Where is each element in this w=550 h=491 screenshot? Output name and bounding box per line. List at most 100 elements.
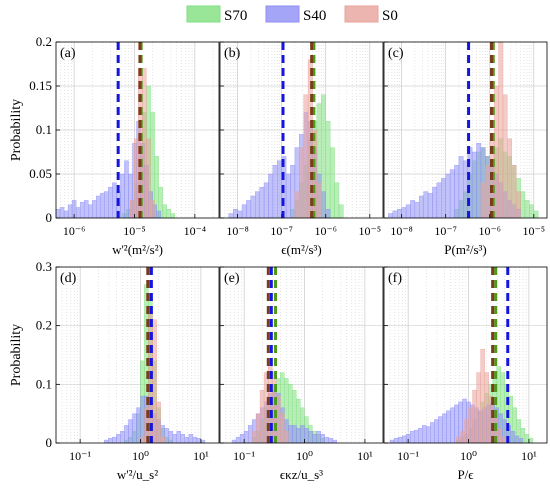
bar-s40 (268, 173, 274, 219)
bar-s0 (251, 431, 257, 444)
panel-letter: (c) (388, 46, 404, 61)
bar-s40 (164, 428, 169, 444)
bar-s40 (426, 426, 431, 444)
bar-s70 (529, 204, 534, 219)
panel-letter: (e) (224, 271, 240, 286)
bar-s0 (500, 436, 505, 444)
bar-s40 (184, 436, 190, 444)
x-tick-label: 10⁰ (296, 449, 313, 463)
bar-s0 (259, 390, 265, 444)
bar-s40 (445, 173, 451, 219)
bar-s0 (316, 182, 322, 219)
axes-box (383, 266, 548, 444)
bar-s0 (480, 182, 486, 219)
bar-s0 (140, 436, 145, 444)
x-axis-label: ϵκz/u_s³ (280, 467, 323, 482)
bar-s40 (419, 195, 424, 219)
x-tick-label: 10⁻⁶ (63, 224, 86, 238)
bar-s40 (328, 438, 333, 444)
y-tick-label: 0.1 (36, 122, 52, 137)
bar-s0 (507, 138, 512, 219)
bar-s0 (472, 390, 477, 444)
bar-s40 (132, 413, 137, 444)
bar-s40 (320, 434, 325, 444)
bar-s40 (247, 425, 253, 444)
bar-s40 (128, 419, 133, 444)
legend-label-s0: S0 (382, 8, 398, 24)
bar-s40 (233, 208, 238, 219)
bar-s40 (434, 419, 439, 444)
bar-s70 (329, 147, 335, 219)
bar-s0 (484, 372, 489, 444)
bar-s70 (166, 208, 171, 219)
x-axis-label: P/ϵ (457, 467, 473, 482)
bar-s70 (325, 120, 331, 219)
bar-s40 (255, 191, 260, 219)
x-tick-label: 10⁻¹ (69, 449, 91, 463)
y-tick-label: 0 (46, 435, 53, 450)
bar-s40 (192, 436, 198, 444)
bar-s40 (432, 186, 438, 219)
y-tick-label: 0.2 (36, 318, 52, 333)
panel-d: 10⁻¹ 10⁰ 10¹ 0 0.1 0.2 0.3 (d) Probability w'²/u_… (9, 259, 220, 482)
bar-s0 (138, 68, 143, 219)
bar-s40 (476, 142, 482, 219)
bar-s40 (243, 431, 249, 444)
bar-s40 (413, 429, 419, 444)
bar-s0 (271, 372, 277, 444)
bar-s40 (246, 200, 252, 219)
x-tick-label: 10⁻⁷ (434, 224, 457, 238)
bar-s0 (303, 94, 309, 219)
bar-s70 (170, 213, 175, 219)
x-axis-label: w'²(m²/s²) (112, 242, 163, 257)
bar-s40 (112, 436, 117, 444)
bar-s70 (520, 191, 526, 219)
bar-s40 (300, 425, 305, 444)
bar-s70 (338, 204, 344, 219)
bar-s0 (496, 428, 501, 444)
y-tick-label: 0.2 (36, 34, 52, 49)
bar-s0 (160, 436, 165, 444)
bar-s40 (241, 204, 247, 219)
bar-s40 (414, 201, 420, 219)
bar-s40 (180, 434, 186, 444)
bar-s70 (524, 434, 530, 444)
x-tick-label: 10¹ (521, 449, 537, 463)
bar-s0 (142, 68, 147, 219)
legend-swatch-s0 (344, 5, 379, 23)
bar-s40 (427, 193, 433, 219)
x-tick-label: 10⁻¹ (233, 449, 255, 463)
bar-s40 (116, 434, 121, 444)
bar-s40 (136, 407, 141, 444)
bar-s40 (409, 431, 415, 444)
x-tick-label: 10⁻⁴ (184, 224, 207, 238)
bar-s40 (96, 195, 101, 219)
x-axis-label: ϵ(m²/s³) (281, 242, 322, 257)
bar-s40 (156, 210, 161, 219)
bar-s0 (263, 372, 269, 444)
bar-s40 (277, 160, 282, 219)
bar-s40 (108, 186, 113, 219)
bar-s0 (476, 372, 481, 444)
bar-s40 (397, 436, 403, 444)
bar-s40 (467, 147, 473, 219)
x-tick-label: 10⁻⁶ (478, 224, 501, 238)
bar-s40 (59, 207, 65, 219)
x-tick-label: 10⁻⁷ (270, 224, 293, 238)
bar-s40 (422, 425, 427, 444)
bar-s40 (292, 425, 297, 444)
x-tick-label: 10⁰ (132, 449, 149, 463)
bar-s40 (285, 173, 291, 219)
legend-swatch-s40 (265, 5, 300, 23)
bar-s40 (418, 428, 423, 444)
bar-s40 (324, 436, 329, 444)
bar-s40 (120, 431, 125, 444)
axes-box (219, 266, 384, 444)
panel-a: 10⁻⁶ 10⁻⁵ 10⁻⁴ 0 0.05 0.1 0.15 0.2 (a) Probabilit… (9, 34, 220, 257)
x-axis-label: w'²/u_s² (117, 467, 158, 482)
bar-s40 (389, 439, 395, 444)
bar-s40 (63, 210, 69, 219)
bar-s40 (397, 208, 402, 219)
bar-s0 (493, 85, 499, 219)
bar-s40 (518, 438, 524, 444)
